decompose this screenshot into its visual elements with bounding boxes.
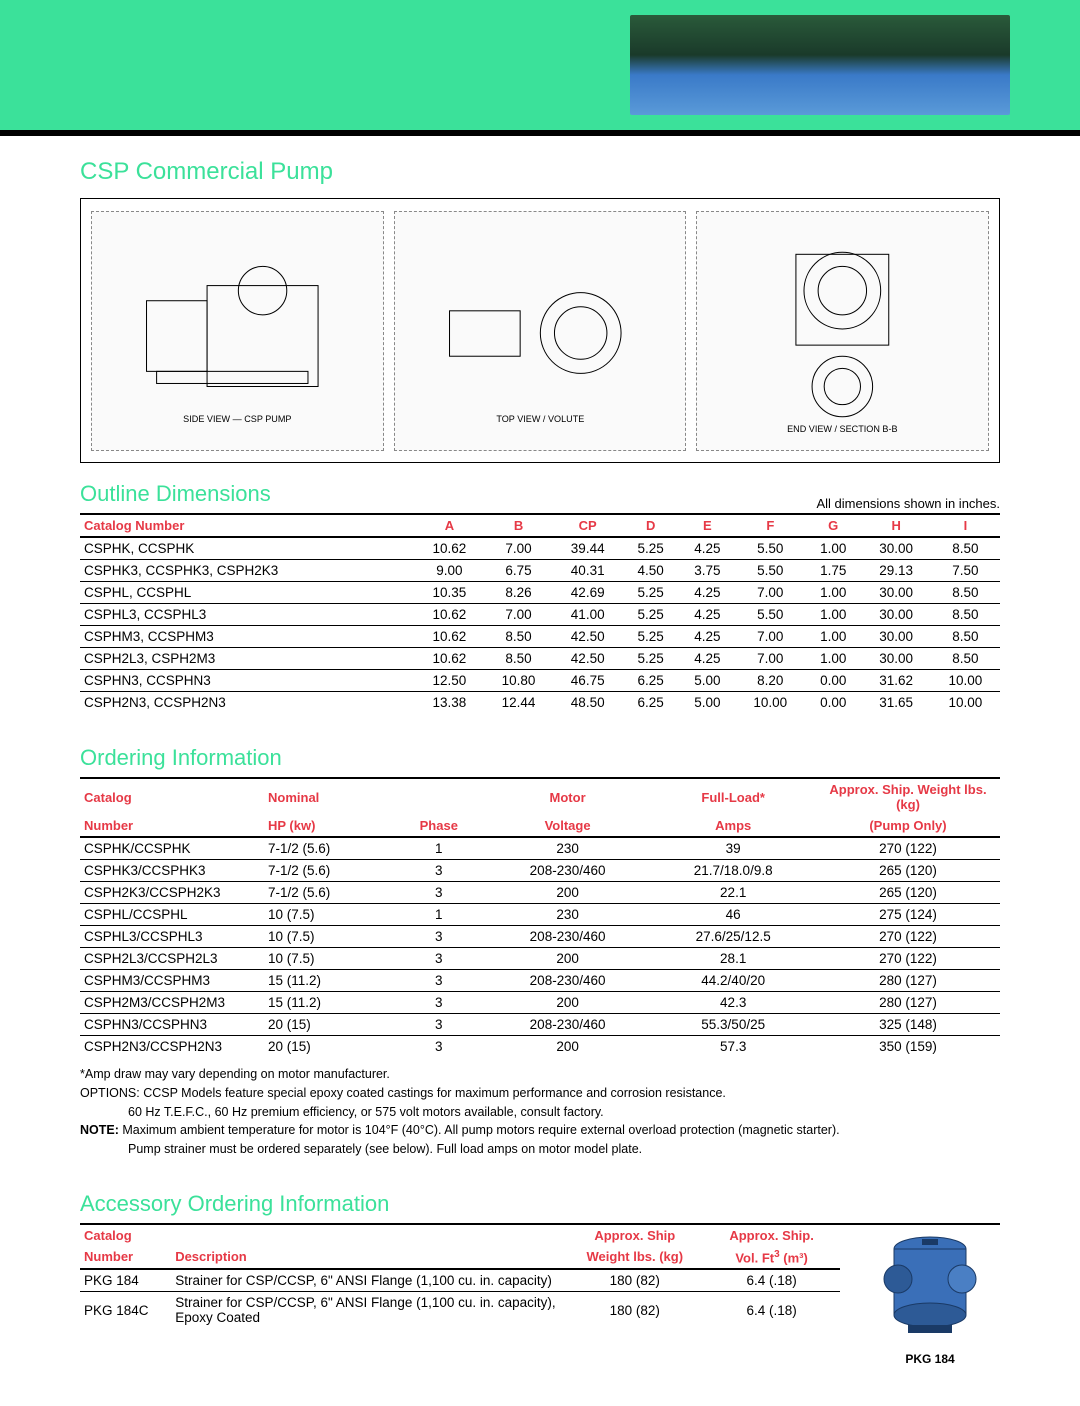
diagram-end-view: END VIEW / SECTION B-B [696,211,989,451]
col-header [171,1225,566,1246]
col-header: HP (kw) [264,815,393,837]
table-row: CSPH2L3, CSPH2M310.628.5042.505.254.257.… [80,648,1000,670]
col-header: Catalog Number [80,515,415,537]
col-header: Approx. Ship. [703,1225,840,1246]
col-header: Motor [485,779,651,815]
col-header: Nominal [264,779,393,815]
table-row: CSPHK/CCSPHK7-1/2 (5.6)123039270 (122) [80,837,1000,860]
table-row: CSPH2M3/CCSPH2M315 (11.2)320042.3280 (12… [80,992,1000,1014]
content: CSP Commercial Pump SIDE VIEW — CSP PUMP… [0,136,1080,1406]
footnotes: *Amp draw may vary depending on motor ma… [80,1065,1000,1159]
footnote-amp: *Amp draw may vary depending on motor ma… [80,1065,1000,1084]
table-row: CSPH2K3/CCSPH2K37-1/2 (5.6)320022.1265 (… [80,882,1000,904]
col-header: (Pump Only) [816,815,1000,837]
hero-photo [630,15,1010,115]
table-row: CSPHM3/CCSPHM315 (11.2)3208-230/46044.2/… [80,970,1000,992]
col-header: Catalog [80,779,264,815]
table-row: CSPH2N3/CCSPH2N320 (15)320057.3350 (159) [80,1036,1000,1058]
diagram-top-view: TOP VIEW / VOLUTE [394,211,687,451]
col-header: Number [80,815,264,837]
col-header: Catalog [80,1225,171,1246]
table-row: CSPH2N3, CCSPH2N313.3812.4448.506.255.00… [80,692,1000,714]
diagram-side-view: SIDE VIEW — CSP PUMP [91,211,384,451]
ordering-table: CatalogNominal MotorFull-Load*Approx. Shi… [80,779,1000,1057]
outline-diagram: SIDE VIEW — CSP PUMP TOP VIEW / VOLUTE E… [80,198,1000,463]
table-row: CSPHK3, CCSPHK3, CSPH2K39.006.7540.314.5… [80,560,1000,582]
table-row: CSPH2L3/CCSPH2L310 (7.5)320028.1270 (122… [80,948,1000,970]
section-accessory: Accessory Ordering Information [80,1191,389,1217]
table-row: CSPHN3, CCSPHN312.5010.8046.756.255.008.… [80,670,1000,692]
section-dimensions: Outline Dimensions [80,481,271,507]
col-header: Approx. Ship. Weight lbs. (kg) [816,779,1000,815]
footnote-note2: Pump strainer must be ordered separately… [80,1140,1000,1159]
col-header: CP [553,515,622,537]
col-header: A [415,515,484,537]
svg-text:SIDE VIEW — CSP PUMP: SIDE VIEW — CSP PUMP [183,413,291,423]
col-header: Number [80,1246,171,1269]
col-header: Phase [393,815,485,837]
table-row: CSPHK3/CCSPHK37-1/2 (5.6)3208-230/46021.… [80,860,1000,882]
col-header: G [805,515,862,537]
col-header: H [862,515,931,537]
table-row: CSPHL3, CCSPHL310.627.0041.005.254.255.5… [80,604,1000,626]
col-header: Weight lbs. (kg) [566,1246,703,1269]
accessory-table: Catalog Approx. ShipApprox. Ship. NumberD… [80,1225,840,1328]
table-row: CSPHL3/CCSPHL310 (7.5)3208-230/46027.6/2… [80,926,1000,948]
footnote-note: NOTE: Maximum ambient temperature for mo… [80,1121,1000,1140]
col-header: I [931,515,1000,537]
footnote-options: OPTIONS: CCSP Models feature special epo… [80,1084,1000,1103]
col-header: Approx. Ship [566,1225,703,1246]
page-title: CSP Commercial Pump [80,158,1000,186]
table-row: CSPHK, CCSPHK10.627.0039.445.254.255.501… [80,537,1000,560]
dimensions-table: Catalog NumberABCPDEFGHI CSPHK, CCSPHK10… [80,515,1000,713]
col-header: B [484,515,553,537]
strainer-image: PKG 184 [860,1225,1000,1366]
col-header: Description [171,1246,566,1269]
section-ordering: Ordering Information [80,745,282,771]
table-row: CSPHL, CCSPHL10.358.2642.695.254.257.001… [80,582,1000,604]
svg-text:END VIEW / SECTION B-B: END VIEW / SECTION B-B [787,423,897,433]
col-header: D [622,515,679,537]
col-header: Full-Load* [650,779,816,815]
col-header: Vol. Ft3 (m³) [703,1246,840,1269]
table-row: PKG 184CStrainer for CSP/CCSP, 6" ANSI F… [80,1292,840,1329]
svg-text:TOP VIEW / VOLUTE: TOP VIEW / VOLUTE [496,413,584,423]
top-banner [0,0,1080,130]
table-row: CSPHM3, CCSPHM310.628.5042.505.254.257.0… [80,626,1000,648]
footnote-options2: 60 Hz T.E.F.C., 60 Hz premium efficiency… [80,1103,1000,1122]
col-header: F [736,515,805,537]
col-header [393,779,485,815]
table-row: CSPHN3/CCSPHN320 (15)3208-230/46055.3/50… [80,1014,1000,1036]
table-row: CSPHL/CCSPHL10 (7.5)123046275 (124) [80,904,1000,926]
col-header: Voltage [485,815,651,837]
col-header: Amps [650,815,816,837]
col-header: E [679,515,736,537]
strainer-label: PKG 184 [860,1352,1000,1366]
table-row: PKG 184Strainer for CSP/CCSP, 6" ANSI Fl… [80,1269,840,1292]
dimensions-note: All dimensions shown in inches. [816,496,1000,511]
